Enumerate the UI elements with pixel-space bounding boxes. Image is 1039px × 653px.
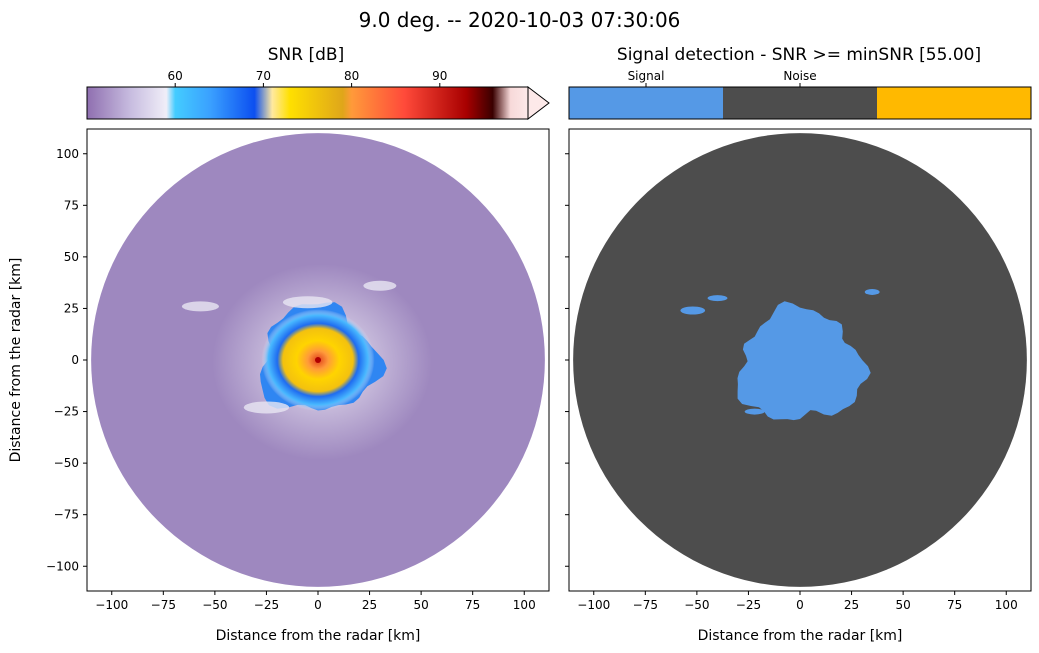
- detection-colorbar-segment: [877, 87, 1031, 119]
- detection-xtick-label: 50: [895, 598, 910, 612]
- detection-signal-fragment: [744, 408, 765, 415]
- snr-weak-echo: [282, 296, 333, 309]
- detection-panel: Signal detection - SNR >= minSNR [55.00]…: [565, 45, 1032, 644]
- detection-signal-fragment: [680, 306, 706, 315]
- detection-xtick-label: −25: [736, 598, 761, 612]
- snr-weak-echo: [243, 401, 290, 414]
- detection-signal-fragment: [864, 288, 880, 295]
- snr-xtick-label: 0: [314, 598, 322, 612]
- snr-ylabel: Distance from the radar [km]: [8, 258, 24, 463]
- snr-ytick-label: −100: [46, 559, 79, 573]
- snr-xtick-label: −50: [202, 598, 227, 612]
- snr-xtick-label: 25: [362, 598, 377, 612]
- detection-xtick-label: −100: [577, 598, 610, 612]
- detection-plot-area: [573, 133, 1027, 587]
- snr-ytick-label: 100: [56, 147, 79, 161]
- snr-colorbar-tick-label: 70: [256, 69, 271, 83]
- detection-xtick-label: 0: [796, 598, 804, 612]
- snr-weak-echo: [181, 301, 219, 312]
- snr-echo-center: [315, 357, 321, 363]
- detection-colorbar-tick-label: Signal: [628, 69, 665, 83]
- snr-ytick-label: 0: [71, 353, 79, 367]
- detection-xtick-label: −50: [684, 598, 709, 612]
- snr-xtick-label: 100: [513, 598, 536, 612]
- snr-xtick-label: 75: [465, 598, 480, 612]
- snr-xtick-label: −25: [254, 598, 279, 612]
- snr-plot-area: [91, 133, 545, 587]
- snr-title: SNR [dB]: [268, 45, 344, 65]
- snr-xtick-label: −100: [95, 598, 128, 612]
- figure-title: 9.0 deg. -- 2020-10-03 07:30:06: [359, 8, 681, 32]
- detection-xtick-label: 100: [995, 598, 1018, 612]
- detection-signal-region: [680, 288, 880, 421]
- snr-colorbar-gradient: [87, 87, 528, 119]
- snr-weak-echo: [363, 280, 397, 291]
- snr-panel: SNR [dB] 60 70 80 90 −100 −75 −50 −25 0 25 50 75 10…: [8, 45, 550, 644]
- snr-colorbar-extension: [527, 85, 550, 121]
- detection-colorbar-frame: [568, 86, 1032, 120]
- snr-colorbar-tick-label: 90: [432, 69, 447, 83]
- snr-colorbar-tick-label: 60: [168, 69, 183, 83]
- detection-xtick-label: 75: [947, 598, 962, 612]
- detection-xtick-label: 25: [844, 598, 859, 612]
- snr-xtick-label: −75: [151, 598, 176, 612]
- detection-colorbar-segment: [569, 87, 723, 119]
- detection-signal-blob: [737, 301, 871, 421]
- snr-ytick-label: 25: [64, 301, 79, 315]
- snr-echo-region: [181, 263, 432, 461]
- detection-colorbar: Signal Noise: [568, 69, 1032, 120]
- snr-ytick-label: 50: [64, 250, 79, 264]
- snr-ytick-label: 75: [64, 198, 79, 212]
- snr-ytick-label: −50: [54, 456, 79, 470]
- detection-xtick-label: −75: [633, 598, 658, 612]
- snr-colorbar: 60 70 80 90: [86, 69, 550, 121]
- detection-title: Signal detection - SNR >= minSNR [55.00]: [617, 45, 981, 65]
- snr-colorbar-tick-label: 80: [344, 69, 359, 83]
- detection-signal-fragment: [707, 295, 728, 302]
- snr-ytick-label: −25: [54, 405, 79, 419]
- snr-ytick-label: −75: [54, 508, 79, 522]
- snr-xtick-label: 50: [413, 598, 428, 612]
- snr-xlabel: Distance from the radar [km]: [216, 628, 421, 644]
- detection-colorbar-tick-label: Noise: [783, 69, 816, 83]
- detection-xlabel: Distance from the radar [km]: [698, 628, 903, 644]
- detection-colorbar-segment: [723, 87, 877, 119]
